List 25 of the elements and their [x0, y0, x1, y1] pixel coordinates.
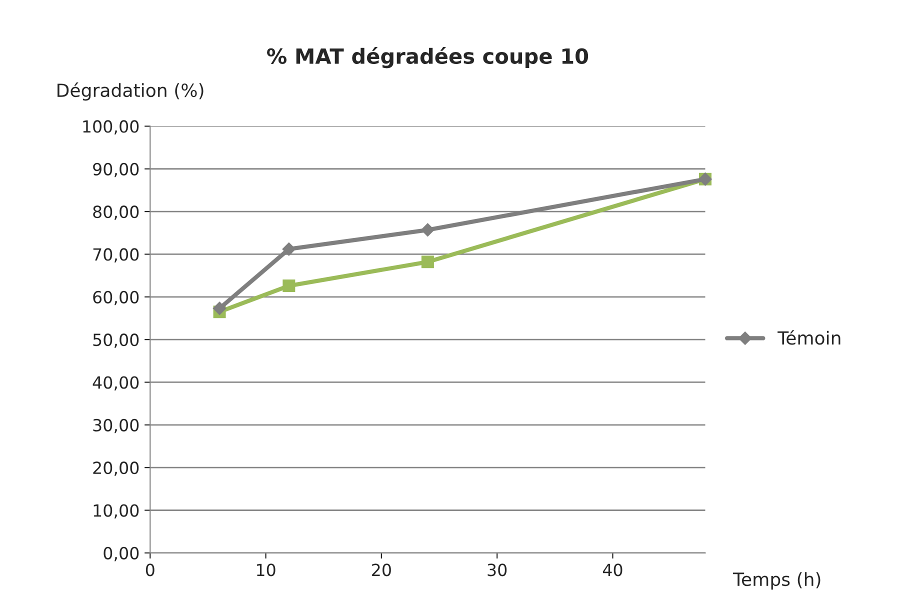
y-tick-label: 100,00 — [83, 120, 139, 134]
point — [212, 302, 226, 316]
x-tick-label: 20 — [372, 564, 391, 576]
point — [421, 256, 434, 268]
point — [282, 242, 296, 256]
y-tick-label: 30,00 — [93, 418, 139, 434]
y-tick-label: 60,00 — [93, 290, 139, 306]
chart-title: % MAT dégradées coupe 10 — [267, 47, 588, 68]
x-tick-label: 10 — [257, 564, 276, 576]
x-tick-label: 0 — [146, 564, 154, 576]
y-tick-label: 10,00 — [94, 504, 139, 519]
point — [421, 223, 434, 236]
y-tick-label: 0,00 — [104, 546, 139, 562]
y-tick-label: 20,00 — [93, 462, 139, 476]
y-axis-title: Dégradation (%) — [58, 82, 204, 101]
point — [282, 280, 296, 292]
y-tick-label: 70,00 — [93, 248, 139, 262]
y-tick-label: 90,00 — [93, 162, 139, 178]
x-tick-label: 30 — [488, 564, 507, 576]
x-tick-label: 40 — [602, 564, 622, 576]
y-tick-label: 80,00 — [93, 206, 139, 220]
legend-label: Témoin — [778, 330, 840, 345]
y-tick-label: 40,00 — [92, 376, 139, 391]
y-tick-label: 50,00 — [93, 334, 139, 348]
x-axis-title: Temps (h) — [732, 572, 820, 590]
